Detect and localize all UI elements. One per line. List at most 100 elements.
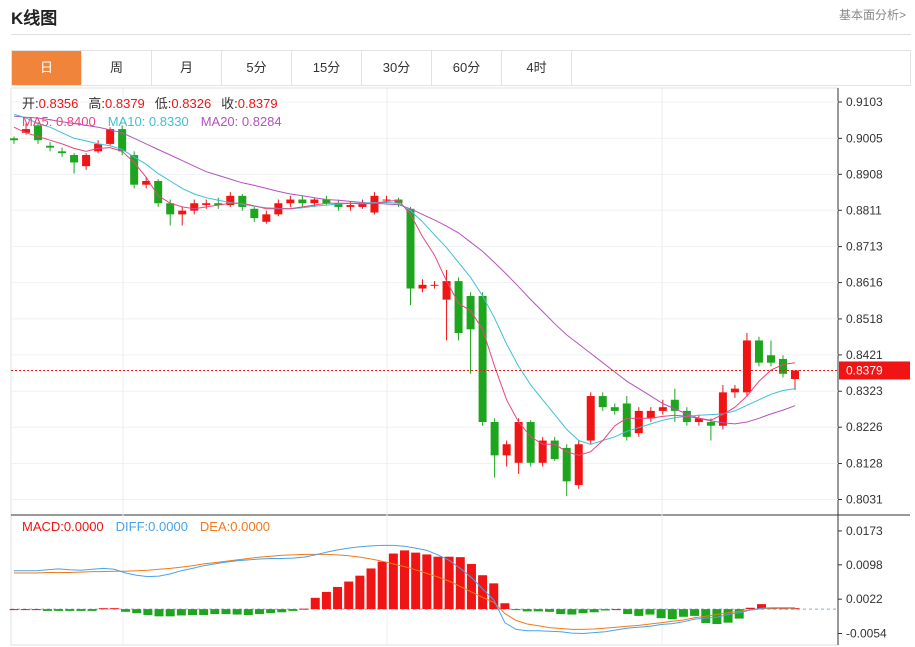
- page-title: K线图: [11, 9, 58, 28]
- tab-month[interactable]: 月: [152, 51, 222, 85]
- candle-body: [46, 145, 55, 148]
- dea-line: [14, 553, 795, 630]
- candle-body: [454, 281, 463, 334]
- macd-tick-label: -0.0054: [846, 627, 887, 641]
- candle-body: [154, 180, 163, 204]
- candle-body: [791, 370, 799, 379]
- candle-body: [670, 399, 679, 411]
- candle-body: [34, 125, 43, 141]
- candle-body: [298, 199, 307, 204]
- period-tabs: 日周月 5分 15分 30分 60分 4时: [11, 50, 911, 86]
- macd-bar: [578, 609, 588, 614]
- macd-bar: [600, 609, 610, 611]
- macd-bar: [9, 609, 19, 611]
- candle-body: [718, 392, 727, 426]
- candle-body: [430, 284, 439, 286]
- macd-bar: [422, 554, 432, 610]
- ohlc-info: 开:0.8356 高:0.8379 低:0.8326 收:0.8379: [22, 96, 278, 111]
- macd-bar: [411, 552, 421, 610]
- macd-bar: [678, 609, 688, 617]
- candle-body: [706, 422, 715, 426]
- price-tick-label: 0.8908: [846, 167, 883, 181]
- macd-bar: [333, 586, 343, 610]
- candle-body: [514, 422, 523, 463]
- macd-bar: [500, 603, 510, 610]
- candle-body: [370, 195, 379, 213]
- candle-body: [574, 444, 583, 486]
- macd-bar: [779, 608, 789, 610]
- ma5-line: [13, 126, 796, 456]
- macd-bar: [109, 608, 119, 610]
- candle-body: [538, 440, 547, 463]
- macd-bar: [20, 609, 30, 611]
- candle-body: [502, 444, 511, 456]
- macd-bar: [288, 609, 298, 611]
- candle-body: [658, 407, 667, 411]
- macd-bar: [121, 609, 131, 612]
- macd-bar: [444, 556, 454, 610]
- macd-bar: [366, 568, 376, 610]
- candle-body: [262, 214, 271, 222]
- candle-body: [742, 340, 751, 393]
- macd-bar: [344, 581, 354, 610]
- candle-body: [106, 129, 115, 144]
- macd-bar: [132, 609, 142, 614]
- macd-bar: [611, 609, 621, 611]
- macd-bar: [712, 609, 722, 625]
- macd-bar: [734, 609, 744, 619]
- macd-tick-label: 0.0022: [846, 592, 883, 606]
- macd-tick-label: 0.0098: [846, 558, 883, 572]
- ma-info: MA5: 0.8400 MA10: 0.8330 MA20: 0.8284: [22, 114, 282, 129]
- candle-body: [358, 203, 367, 207]
- macd-bar: [667, 609, 677, 620]
- candle-body: [766, 355, 775, 363]
- candle-body: [286, 199, 295, 204]
- macd-bar: [299, 608, 309, 610]
- tab-4h[interactable]: 4时: [502, 51, 572, 85]
- macd-bar: [522, 609, 532, 612]
- macd-bar: [723, 609, 733, 623]
- candle-body: [190, 203, 199, 211]
- candle-body: [406, 208, 415, 289]
- tab-5min[interactable]: 5分: [222, 51, 292, 85]
- macd-bar: [310, 597, 320, 610]
- candle-body: [382, 199, 391, 201]
- price-tick-label: 0.8616: [846, 276, 883, 290]
- macd-bar: [656, 609, 666, 619]
- candle-body: [610, 407, 619, 411]
- macd-bar: [533, 609, 543, 612]
- macd-bar: [277, 609, 287, 613]
- tab-15min[interactable]: 15分: [292, 51, 362, 85]
- candle-body: [394, 199, 403, 204]
- macd-bar: [210, 609, 220, 615]
- tab-day[interactable]: 日: [12, 51, 82, 85]
- macd-bar: [388, 553, 398, 610]
- price-tick-label: 0.8323: [846, 384, 883, 398]
- macd-bar: [355, 575, 365, 610]
- candle-body: [322, 199, 331, 204]
- tab-30min[interactable]: 30分: [362, 51, 432, 85]
- macd-bar: [176, 609, 186, 616]
- candle-body: [82, 155, 91, 167]
- macd-bar: [745, 607, 755, 610]
- fundamental-analysis-link[interactable]: 基本面分析>: [838, 8, 906, 22]
- price-tick-label: 0.8518: [846, 312, 883, 326]
- macd-bar: [466, 563, 476, 610]
- candle-body: [166, 203, 175, 215]
- candle-body: [550, 440, 559, 460]
- tab-60min[interactable]: 60分: [432, 51, 502, 85]
- macd-bar: [266, 609, 276, 614]
- candle-body: [250, 208, 259, 219]
- macd-bar: [545, 609, 555, 612]
- tab-week[interactable]: 周: [82, 51, 152, 85]
- macd-bar: [567, 609, 577, 615]
- macd-bar: [232, 609, 242, 615]
- candle-body: [214, 203, 223, 206]
- candle-body: [646, 410, 655, 419]
- macd-bar: [98, 608, 108, 610]
- candle-body: [10, 138, 18, 141]
- macd-bar: [221, 609, 231, 615]
- macd-bar: [76, 609, 86, 611]
- candle-body: [142, 180, 151, 185]
